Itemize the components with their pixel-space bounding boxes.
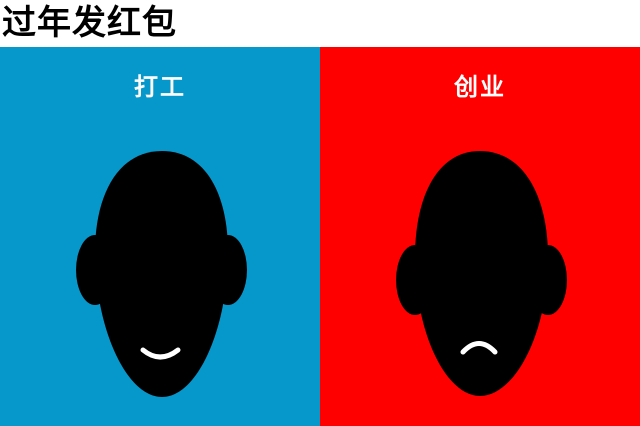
panel-entrepreneur: 创业: [320, 47, 640, 426]
smile-mouth: [140, 347, 181, 360]
head-shape: [415, 151, 548, 396]
frown-mouth: [460, 341, 498, 355]
smiling-head-icon: [76, 151, 247, 397]
head-shape: [95, 151, 228, 397]
panel-label-entrepreneur: 创业: [454, 73, 506, 101]
frowning-head-icon: [396, 151, 567, 396]
panel-worker: 打工: [0, 47, 320, 426]
page-title: 过年发红包: [2, 3, 177, 43]
panel-label-worker: 打工: [134, 73, 186, 101]
